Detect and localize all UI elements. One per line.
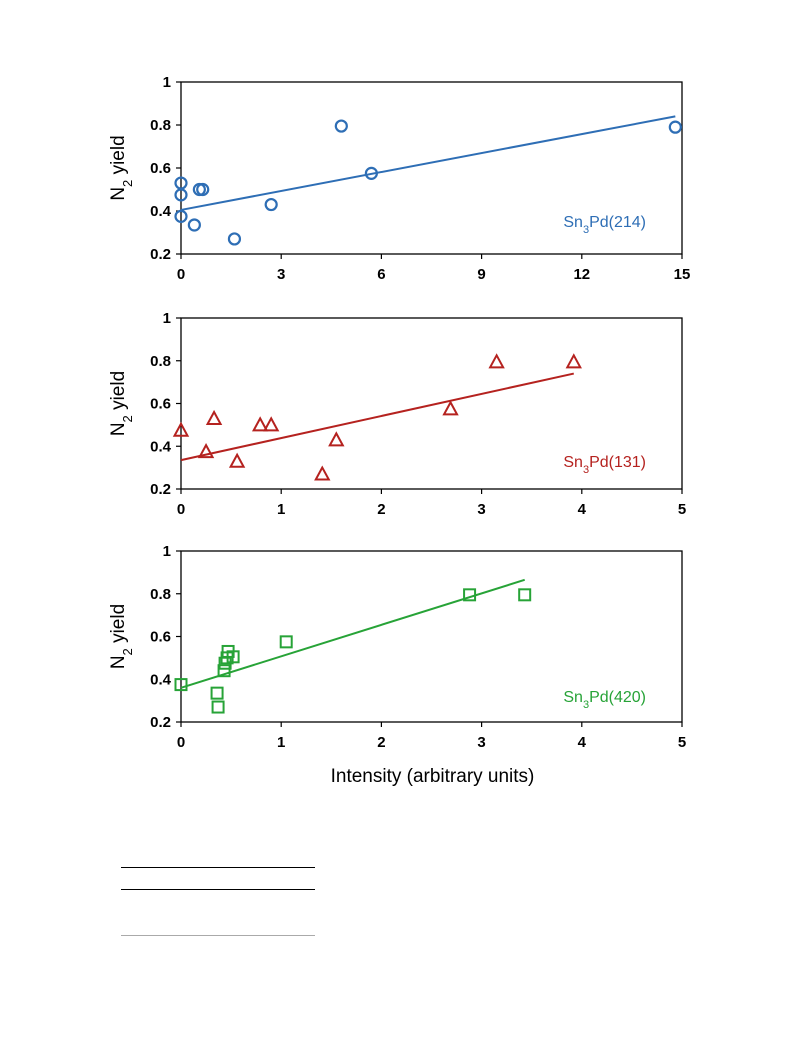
y-tick-label: 1	[163, 310, 171, 327]
trendline	[180, 372, 574, 462]
data-point-triangle	[197, 442, 215, 459]
x-tick-label: 6	[377, 266, 385, 283]
x-tick-label: 0	[177, 734, 185, 751]
trendline	[180, 578, 525, 689]
data-point-triangle	[205, 409, 223, 425]
x-tick-label: 5	[678, 501, 686, 518]
horizontal-rule-1	[121, 867, 315, 868]
y-tick-label: 0.8	[150, 353, 171, 370]
data-point-circle	[264, 197, 278, 212]
data-point-triangle	[565, 353, 582, 369]
horizontal-rule-2	[121, 889, 315, 890]
x-tick-label: 1	[277, 734, 285, 751]
y-tick-label: 0.4	[150, 203, 172, 220]
chart-panel-1: 0 3 6 9 12 15 0.2 0.4 0.6 0.8 1 N2 yield Sn3Pd(214)	[108, 74, 690, 283]
x-tick-label: 3	[277, 266, 285, 283]
x-tick-label: 5	[678, 734, 686, 751]
x-tick-label: 4	[578, 734, 587, 751]
data-point-circle	[668, 120, 682, 134]
data-point-square	[463, 588, 477, 602]
data-point-circle	[187, 218, 201, 232]
data-point-square	[217, 664, 231, 678]
data-point-triangle	[251, 416, 269, 432]
y-tick-label: 0.8	[150, 117, 171, 134]
x-tick-label: 9	[477, 266, 485, 283]
data-point-square	[211, 700, 225, 714]
chart-panel-2: 0 1 2 3 4 5 0.2 0.4 0.6 0.8 1 N2 yield Sn3Pd(131)	[108, 310, 686, 518]
data-point-square	[210, 686, 224, 700]
y-tick-label: 0.2	[150, 246, 171, 263]
y-axis-label: N2 yield	[108, 135, 135, 200]
data-point-circle	[174, 188, 188, 202]
x-tick-label: 2	[377, 734, 385, 751]
x-tick-label: 4	[578, 501, 587, 518]
y-tick-label: 0.2	[150, 714, 171, 731]
series-label: Sn3Pd(420)	[563, 689, 646, 711]
y-tick-label: 0.8	[150, 586, 171, 603]
data-point-circle	[334, 119, 348, 133]
x-tick-label: 15	[674, 266, 691, 283]
y-tick-label: 0.2	[150, 481, 171, 498]
chart-panel-3: 0 1 2 3 4 5 0.2 0.4 0.6 0.8 1 N2 yield Intensity (ar…	[108, 543, 686, 787]
series-label: Sn3Pd(214)	[563, 214, 646, 236]
x-axis-label: Intensity (arbitrary units)	[331, 766, 535, 787]
data-point-triangle	[442, 400, 459, 416]
data-point-triangle	[228, 452, 246, 468]
x-tick-label: 1	[277, 501, 285, 518]
data-point-triangle	[263, 416, 280, 432]
data-point-circle	[364, 166, 378, 180]
x-tick-label: 3	[477, 501, 485, 518]
data-point-circle	[196, 182, 210, 197]
y-axis-label: N2 yield	[108, 371, 135, 436]
y-tick-label: 0.6	[150, 396, 171, 413]
y-tick-label: 1	[163, 543, 171, 560]
data-point-circle	[174, 209, 188, 223]
y-tick-label: 0.4	[150, 438, 172, 455]
trendline	[180, 115, 676, 211]
y-tick-label: 0.4	[150, 671, 172, 688]
data-point-triangle	[172, 421, 190, 437]
data-point-square	[279, 635, 293, 649]
x-tick-label: 12	[573, 266, 590, 283]
horizontal-rule-3	[121, 935, 315, 936]
x-tick-label: 0	[177, 266, 185, 283]
x-tick-label: 3	[477, 734, 485, 751]
data-point-triangle	[314, 465, 331, 481]
data-point-square	[518, 588, 532, 602]
y-tick-label: 0.6	[150, 629, 171, 646]
y-tick-label: 0.6	[150, 160, 171, 177]
series-label: Sn3Pd(131)	[563, 454, 646, 476]
data-point-triangle	[328, 431, 345, 447]
data-point-triangle	[488, 353, 505, 369]
x-tick-label: 2	[377, 501, 385, 518]
x-tick-label: 0	[177, 501, 185, 518]
y-tick-label: 1	[163, 74, 171, 91]
data-point-circle	[227, 232, 242, 246]
y-axis-label: N2 yield	[108, 604, 135, 669]
data-point-square	[174, 678, 188, 692]
data-point-square	[226, 650, 240, 664]
